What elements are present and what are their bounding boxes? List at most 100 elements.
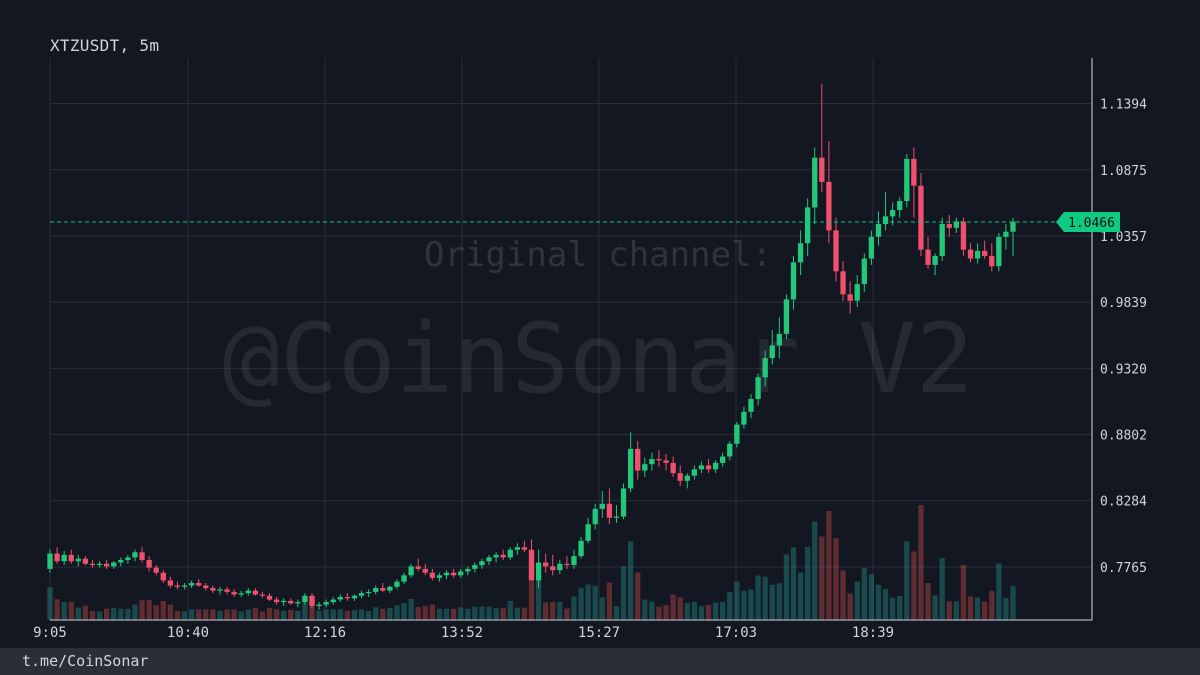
candle-body	[578, 540, 584, 557]
candle-body	[861, 258, 867, 285]
volume-bar	[273, 609, 280, 620]
volume-bar	[953, 601, 960, 620]
y-tick-label: 0.8802	[1100, 429, 1147, 444]
watermark-line2: @CoinSonar V2	[222, 303, 973, 415]
candle-body	[627, 448, 634, 489]
candle-body	[996, 236, 1002, 267]
candle-body	[103, 563, 110, 567]
volume-bar	[415, 607, 421, 620]
candle-body	[911, 158, 917, 186]
volume-bar	[54, 599, 60, 620]
candle-body	[238, 593, 244, 595]
candle-body	[252, 590, 259, 595]
candle-body	[118, 559, 124, 563]
candle-body	[946, 224, 952, 228]
volume-bar	[656, 606, 662, 620]
volume-bar	[330, 609, 336, 620]
volume-bar	[946, 601, 952, 620]
volume-bar	[606, 582, 613, 620]
last-price-label: 1.0466	[1068, 216, 1115, 231]
candle-body	[316, 604, 322, 606]
volume-bar	[181, 611, 188, 620]
volume-bar	[698, 606, 705, 620]
volume-bar	[245, 609, 251, 620]
volume-bar	[380, 608, 386, 620]
candle-body	[231, 591, 237, 595]
volume-bar	[132, 604, 138, 620]
volume-bar	[889, 597, 896, 620]
candle-body	[203, 585, 209, 589]
last-price-badge	[1056, 212, 1120, 233]
y-tick-label: 1.1394	[1100, 97, 1147, 112]
volume-bar	[486, 606, 492, 620]
candle-body	[889, 209, 896, 217]
volume-bar	[259, 611, 266, 620]
volume-bar	[783, 554, 790, 620]
volume-bar	[302, 603, 308, 620]
candle-body	[365, 591, 372, 594]
candle-body	[75, 558, 81, 562]
volume-bar	[82, 605, 89, 620]
candle-body	[748, 399, 754, 412]
volume-bar	[1010, 586, 1016, 620]
volume-bar	[217, 610, 223, 620]
volume-bar	[712, 602, 719, 620]
volume-bar	[68, 601, 74, 620]
candle-body	[500, 554, 506, 558]
candle-body	[932, 255, 938, 265]
candle-body	[606, 503, 613, 518]
candle-body	[1010, 221, 1016, 232]
candle-body	[868, 236, 875, 259]
candle-body	[550, 566, 556, 571]
candle-body	[875, 224, 882, 237]
volume-bar	[394, 605, 400, 620]
candle-body	[351, 595, 358, 599]
volume-bar	[188, 609, 195, 620]
volume-bar	[691, 601, 698, 620]
axes	[50, 58, 1093, 621]
candle-body	[734, 424, 740, 444]
candle-body	[918, 185, 924, 250]
candle-body	[422, 568, 428, 573]
volume-bar	[500, 608, 506, 620]
candle-body	[472, 565, 478, 569]
channel-link[interactable]: t.me/CoinSonar	[22, 652, 149, 670]
volume-bar	[932, 595, 938, 620]
volume-bar	[684, 602, 690, 620]
candle-body	[1003, 231, 1009, 237]
volume-bar	[167, 604, 174, 620]
candle-body	[769, 345, 775, 359]
candle-body	[295, 602, 301, 604]
candle-body	[564, 563, 570, 566]
y-tick-label: 0.9320	[1100, 362, 1147, 377]
volume-bar	[387, 607, 393, 620]
volume-bar	[344, 610, 351, 620]
candle-body	[635, 448, 641, 471]
candle-body	[826, 181, 832, 231]
candle-body	[804, 207, 811, 244]
candle-body	[174, 585, 181, 587]
candle-body	[401, 575, 407, 582]
candlestick-chart[interactable]: Original channel: @CoinSonar V2 0.77650.…	[0, 0, 1200, 648]
candle-body	[210, 588, 216, 591]
candle-body	[281, 600, 287, 603]
candle-body	[486, 557, 492, 562]
candle-body	[132, 552, 138, 558]
volume-bar	[118, 608, 124, 620]
candle-body	[89, 563, 96, 566]
candle-body	[188, 582, 195, 586]
candle-body	[273, 599, 280, 603]
volume-bar	[422, 606, 428, 620]
candle-body	[96, 563, 103, 566]
candle-body	[330, 599, 336, 603]
candle-body	[436, 575, 443, 578]
candle-body	[153, 567, 159, 573]
candle-body	[705, 465, 712, 470]
volume-bar	[840, 570, 846, 620]
candle-body	[613, 516, 620, 518]
y-tick-label: 1.0875	[1100, 164, 1147, 179]
volume-bar	[436, 608, 443, 620]
candle-body	[266, 595, 273, 600]
volume-bar	[139, 599, 145, 620]
candle-body	[585, 524, 591, 541]
